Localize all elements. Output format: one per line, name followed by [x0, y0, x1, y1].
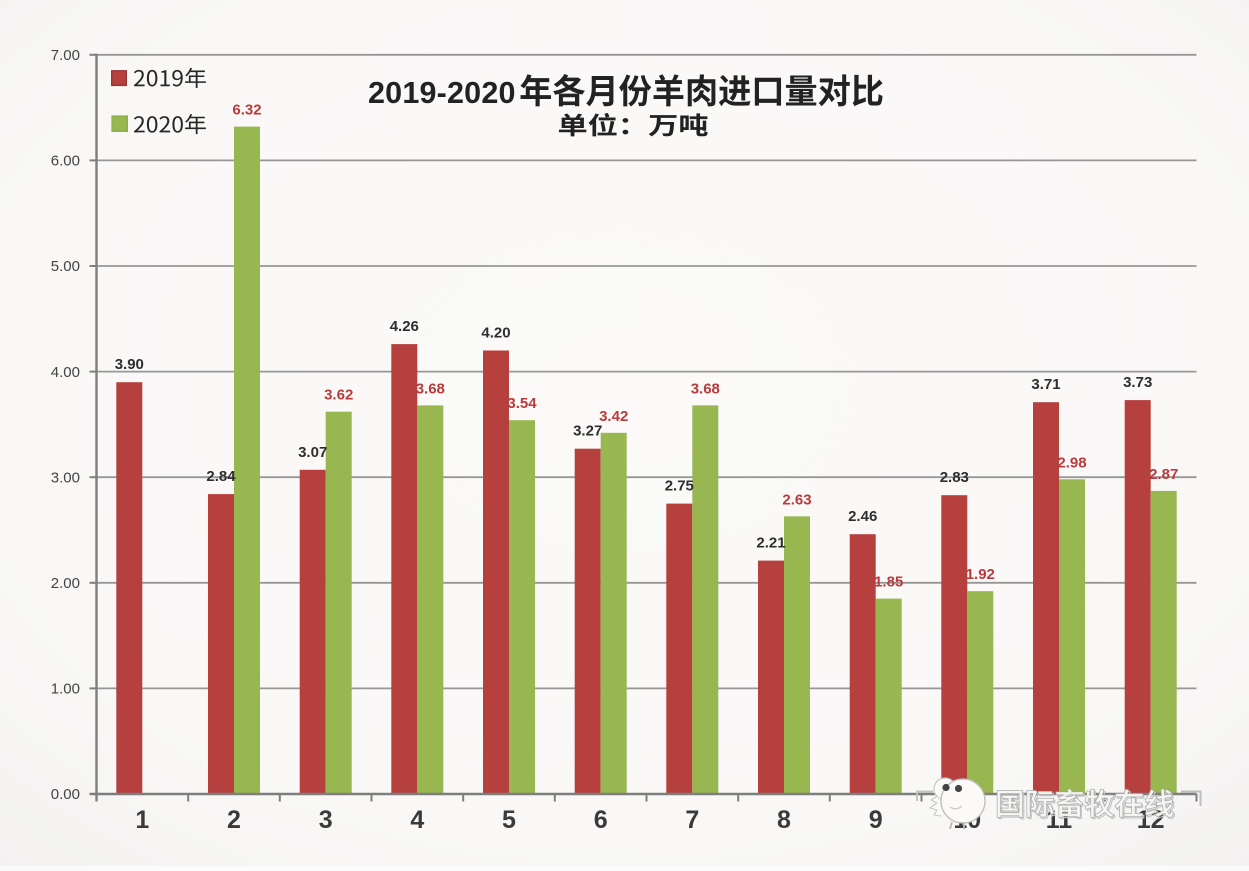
- svg-text:3.68: 3.68: [691, 380, 720, 397]
- svg-text:2.87: 2.87: [1149, 466, 1178, 483]
- svg-text:2.46: 2.46: [848, 508, 877, 525]
- svg-text:2.84: 2.84: [206, 468, 236, 485]
- svg-text:1.92: 1.92: [966, 566, 995, 583]
- svg-text:2.21: 2.21: [756, 535, 785, 552]
- svg-text:4.00: 4.00: [51, 364, 80, 381]
- svg-text:2.98: 2.98: [1057, 454, 1086, 471]
- svg-text:5.00: 5.00: [51, 258, 80, 275]
- svg-text:1.85: 1.85: [874, 574, 903, 591]
- svg-text:2.63: 2.63: [782, 491, 811, 508]
- svg-text:4.20: 4.20: [481, 325, 510, 342]
- svg-text:3.62: 3.62: [324, 387, 353, 404]
- svg-text:3.73: 3.73: [1123, 374, 1152, 391]
- svg-text:6: 6: [594, 806, 608, 834]
- svg-text:6.32: 6.32: [232, 102, 261, 119]
- svg-text:1.00: 1.00: [51, 681, 80, 698]
- svg-text:4.26: 4.26: [390, 318, 419, 335]
- svg-text:7: 7: [685, 806, 699, 834]
- svg-text:3.90: 3.90: [115, 356, 144, 373]
- svg-text:0.00: 0.00: [51, 786, 80, 803]
- svg-text:2.75: 2.75: [665, 478, 694, 495]
- svg-text:3.07: 3.07: [298, 444, 327, 461]
- svg-text:3.27: 3.27: [573, 423, 602, 440]
- svg-text:6.00: 6.00: [51, 153, 80, 170]
- svg-text:2: 2: [227, 806, 241, 834]
- svg-text:3.71: 3.71: [1031, 376, 1060, 393]
- svg-text:2.83: 2.83: [940, 469, 969, 486]
- svg-text:5: 5: [502, 806, 516, 834]
- svg-text:3.68: 3.68: [416, 380, 445, 397]
- svg-text:8: 8: [777, 806, 791, 834]
- svg-text:7.00: 7.00: [51, 47, 80, 64]
- svg-text:3: 3: [319, 806, 333, 834]
- svg-text:9: 9: [869, 806, 883, 834]
- svg-text:3.42: 3.42: [599, 408, 628, 425]
- svg-text:3.00: 3.00: [51, 469, 80, 486]
- svg-text:2.00: 2.00: [51, 575, 80, 592]
- svg-text:2019-2020: 2019-2020: [368, 76, 516, 110]
- svg-text:1: 1: [135, 806, 149, 834]
- svg-text:4: 4: [410, 806, 424, 834]
- svg-text:3.54: 3.54: [507, 395, 537, 412]
